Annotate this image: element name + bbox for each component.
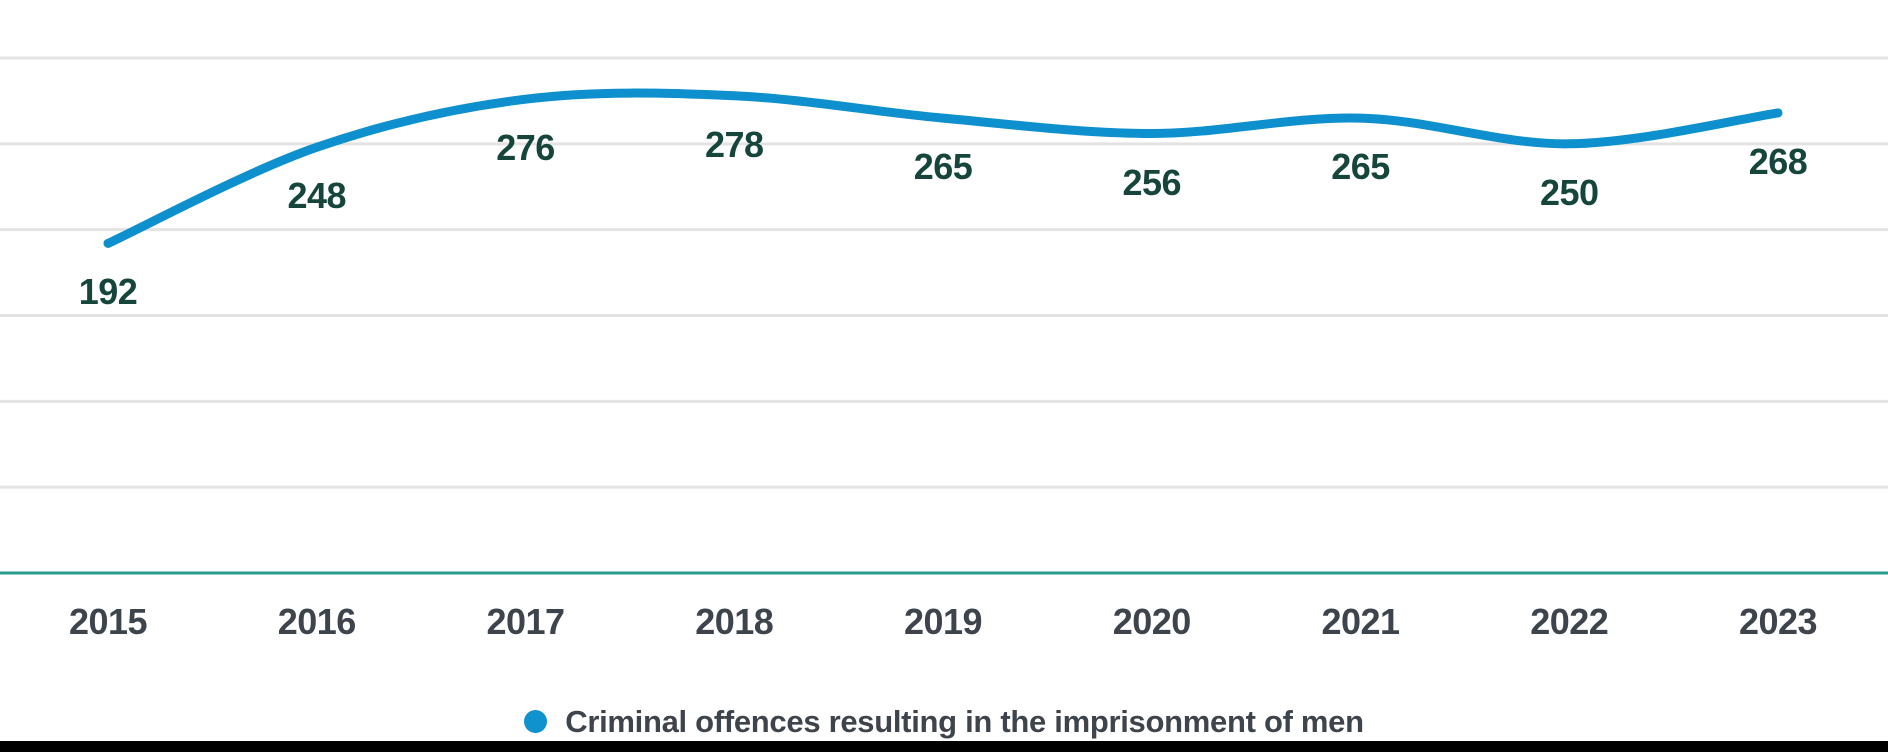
bottom-black-bar xyxy=(0,741,1888,752)
data-label-2023: 268 xyxy=(1748,140,1808,182)
x-axis-label-2015: 2015 xyxy=(68,601,148,642)
legend-series-dot-icon xyxy=(524,710,548,733)
data-label-2019: 265 xyxy=(913,146,973,188)
series-line-path xyxy=(103,88,1783,248)
data-label-2022: 250 xyxy=(1539,171,1599,213)
data-label-2018: 278 xyxy=(704,123,764,165)
data-label-2016: 248 xyxy=(287,175,347,217)
x-axis-label-2021: 2021 xyxy=(1321,601,1400,642)
legend-series-label: Criminal offences resulting in the impri… xyxy=(565,703,1364,739)
data-label-2015: 192 xyxy=(78,271,138,313)
legend: Criminal offences resulting in the impri… xyxy=(0,702,1888,741)
x-axis-label-2019: 2019 xyxy=(903,601,983,642)
x-axis-label-2020: 2020 xyxy=(1112,601,1192,642)
x-axis-label-2017: 2017 xyxy=(486,601,565,642)
x-axis-label-2016: 2016 xyxy=(277,601,357,642)
x-axis-label-2023: 2023 xyxy=(1738,601,1818,642)
x-axis-label-2022: 2022 xyxy=(1530,601,1609,642)
data-label-2020: 256 xyxy=(1122,161,1182,203)
x-axis-label-2018: 2018 xyxy=(695,601,774,642)
data-label-2017: 276 xyxy=(496,127,555,169)
data-label-2021: 265 xyxy=(1331,146,1390,188)
